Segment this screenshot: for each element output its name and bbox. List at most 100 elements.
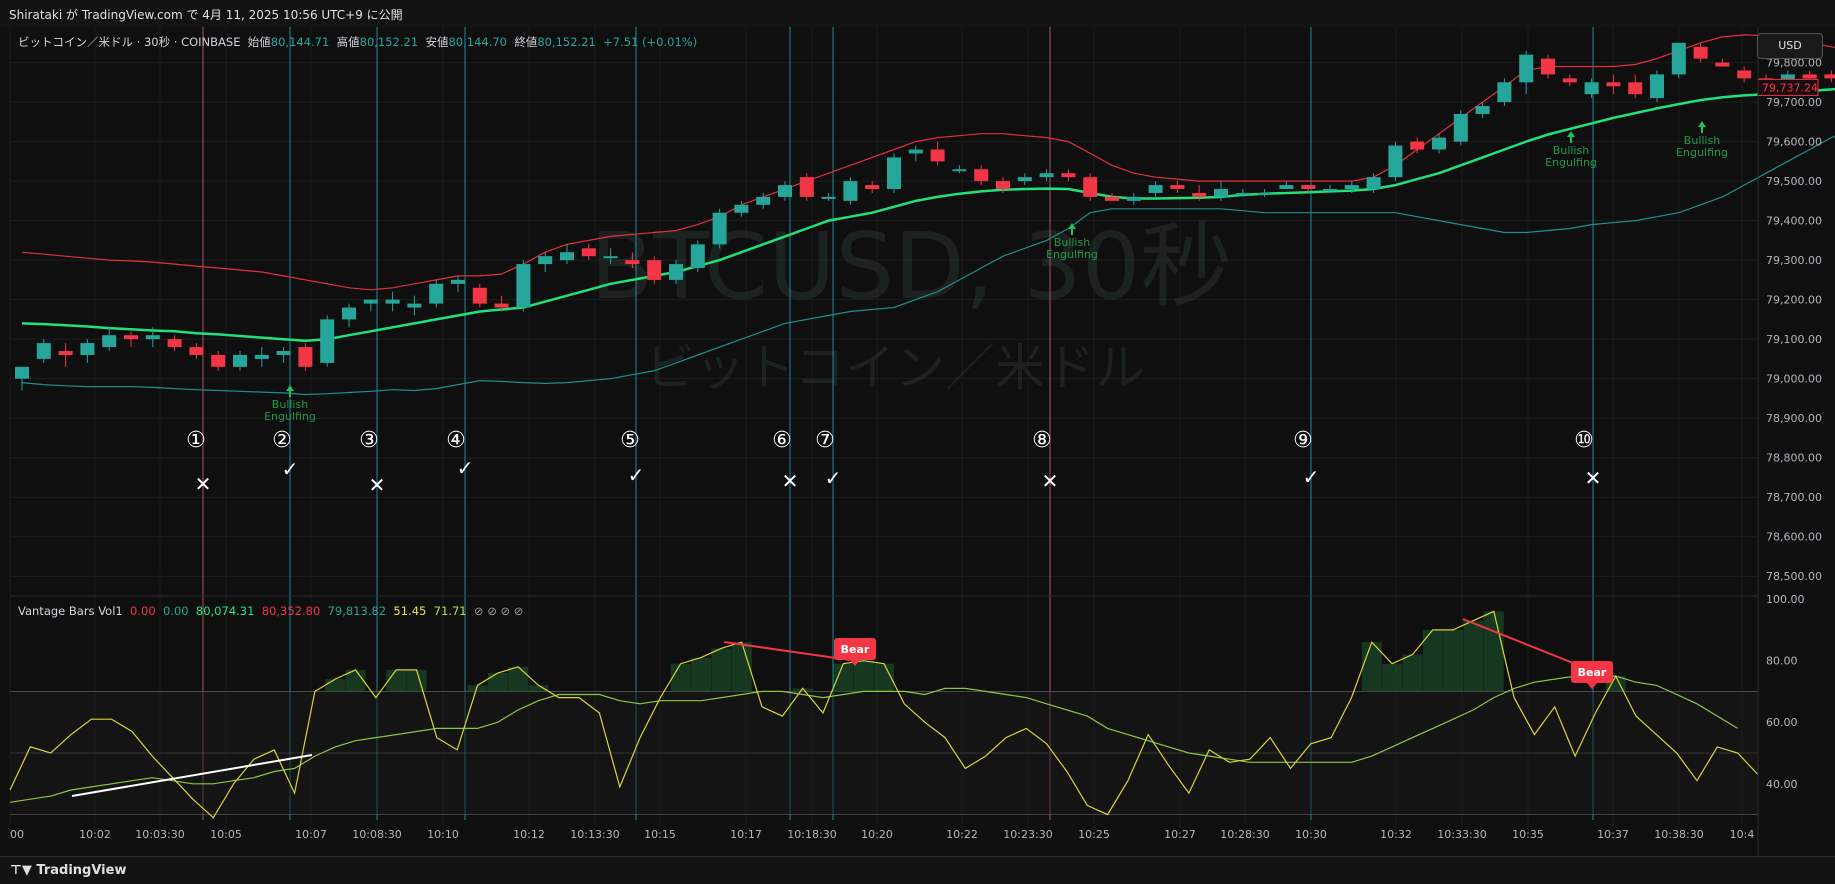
marker-number: ⑥	[772, 428, 792, 453]
time-axis: 00 10:02 10:03:30 10:05 10:07 10:08:30 10:10 10…	[10, 828, 1754, 841]
bear-label-box	[834, 638, 876, 660]
signal-line	[9, 675, 1739, 803]
change-value: +7.51 (+0.01%)	[603, 35, 698, 49]
candle	[625, 252, 640, 269]
time-tick-label: 00	[10, 828, 24, 841]
candle	[385, 291, 400, 312]
price-tick-label: 79,500.00	[1766, 175, 1822, 188]
candle-body	[647, 260, 662, 280]
candle	[15, 366, 29, 391]
candle-body	[1170, 185, 1185, 190]
osc-tick-label: 40.00	[1766, 778, 1798, 791]
candle-body	[1105, 196, 1119, 201]
symbol-label[interactable]: ビットコイン／米ドル · 30秒 · COINBASE	[18, 35, 241, 49]
price-tick-label: 79,100.00	[1766, 333, 1822, 346]
candle	[1214, 181, 1228, 201]
candle	[930, 141, 945, 166]
candle	[1606, 74, 1621, 95]
candle	[996, 177, 1010, 193]
time-tick-label: 10:03:30	[135, 828, 184, 841]
open-label: 始値	[247, 35, 271, 49]
marker-number: ⑧	[1032, 428, 1052, 453]
price-tick-label: 79,600.00	[1766, 136, 1822, 149]
candle-body	[538, 256, 553, 265]
time-tick-label: 10:37	[1597, 828, 1629, 841]
check-icon: ✓	[628, 463, 645, 487]
candle	[1126, 192, 1141, 205]
candle-body	[1432, 137, 1446, 150]
bear-label-box	[1571, 661, 1613, 683]
candlestick-series	[15, 42, 1835, 391]
candle-body	[102, 335, 117, 348]
time-tick-label: 10:20	[861, 828, 893, 841]
trade-markers: ① ✕ ② ✓ ③ ✕ ④ ✓ ⑤ ✓ ⑥ ✕ ⑦ ✓ ⑧ ✕ ⑨ ✓ ⑩ ✕	[186, 428, 1601, 497]
cross-icon: ✕	[782, 469, 799, 493]
candle-body	[494, 303, 509, 308]
low-value: 80,144.70	[448, 35, 507, 49]
candle-body	[1344, 185, 1359, 190]
candle	[756, 192, 771, 209]
candle-body	[821, 196, 836, 199]
marker-number: ①	[186, 428, 206, 453]
time-tick-label: 10:13:30	[570, 828, 619, 841]
candle-body	[996, 181, 1010, 190]
candle	[952, 165, 967, 174]
indicator-name[interactable]: Vantage Bars Vol1	[18, 604, 123, 618]
candle-body	[385, 299, 400, 304]
candle	[233, 351, 247, 371]
watermark-line1: BTCUSD, 30秒	[590, 213, 1232, 320]
time-tick-label: 10:12	[513, 828, 545, 841]
candle-body	[887, 157, 901, 190]
bear-label: Bear	[1578, 666, 1607, 679]
engulfing-label: Engulfing	[1046, 248, 1098, 261]
candle-body	[1257, 192, 1272, 195]
candle	[429, 279, 444, 308]
osc-tick-label: 80.00	[1766, 655, 1798, 668]
ind-value-5: 79,813.82	[327, 604, 387, 618]
price-axis: 79,800.00 79,700.00 79,600.00 79,500.00 79,4…	[1757, 57, 1822, 583]
candle-body	[560, 252, 574, 261]
candle-body	[145, 335, 160, 340]
engulfing-annotations: BullishEngulfingBullishEngulfingBullishE…	[264, 121, 1728, 423]
candle-body	[233, 354, 247, 367]
candle	[124, 331, 138, 348]
brand-name: TradingView	[36, 863, 127, 878]
candle-body	[625, 260, 640, 265]
candle	[1061, 169, 1076, 182]
high-value: 80,152.21	[359, 35, 419, 49]
candle-body	[58, 351, 73, 355]
candle	[1388, 141, 1403, 182]
candle-body	[1541, 58, 1555, 75]
engulfing-label: Bullish	[1054, 236, 1090, 249]
candle	[1432, 133, 1446, 154]
oscillator-line	[9, 610, 1759, 819]
candle-body	[36, 343, 51, 359]
main-legend: ビットコイン／米ドル · 30秒 · COINBASE 始値80,144.71 …	[18, 34, 697, 50]
candle-body	[15, 366, 29, 379]
price-tick-label: 78,700.00	[1766, 491, 1822, 504]
currency-button[interactable]: USD	[1757, 33, 1823, 59]
engulfing-label: Bullish	[1553, 144, 1589, 157]
cross-icon: ✕	[369, 473, 386, 497]
candle	[1671, 42, 1686, 79]
candle	[1715, 58, 1730, 67]
candle-body	[1693, 46, 1708, 59]
cross-icon: ✕	[195, 472, 212, 496]
candle-body	[1562, 78, 1577, 83]
candle-body	[843, 181, 858, 201]
check-icon: ✓	[282, 457, 299, 481]
candle-body	[1628, 82, 1643, 95]
chart-canvas[interactable]: BTCUSD, 30秒 ビットコイン／米ドル BullishEngulfingB…	[0, 0, 1835, 856]
candle-body	[908, 149, 923, 154]
candle-body	[756, 196, 771, 205]
candle	[1235, 189, 1250, 197]
check-icon: ✓	[1303, 465, 1320, 489]
tradingview-logo[interactable]: ⊤▼ TradingView	[10, 863, 127, 878]
candle	[1366, 173, 1381, 193]
time-tick-label: 10:32	[1380, 828, 1412, 841]
candle	[581, 244, 596, 261]
oscillator-panel: Bear Bear	[9, 610, 1759, 819]
candle-body	[1301, 185, 1316, 190]
candle-body	[1824, 74, 1835, 79]
candle-body	[189, 347, 204, 355]
